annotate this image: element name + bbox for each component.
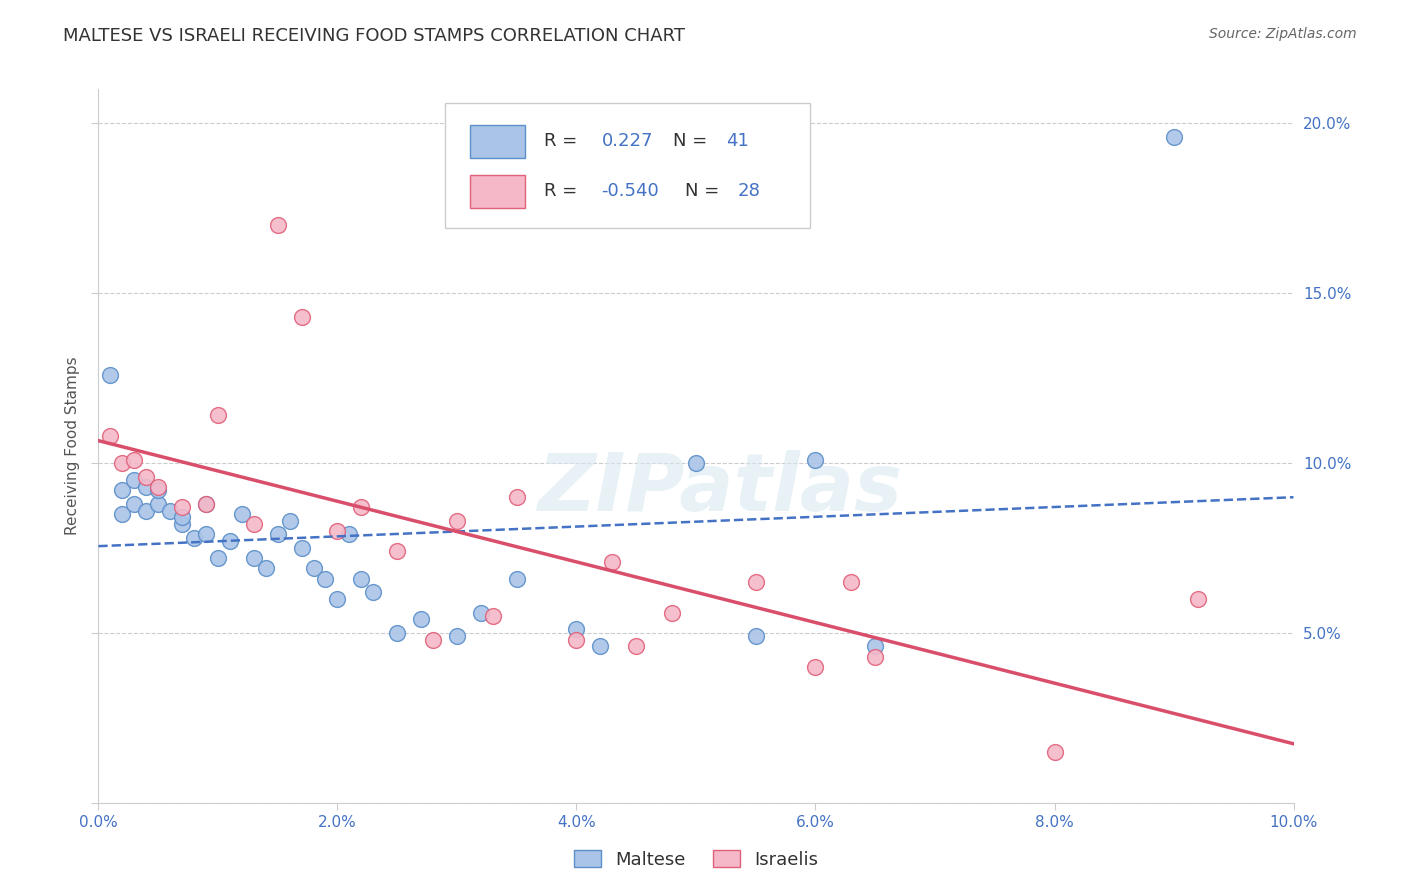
Point	[172, 500, 194, 515]
Point	[172, 510, 194, 524]
Point	[482, 608, 505, 623]
Point	[411, 612, 433, 626]
Point	[565, 623, 588, 637]
Point	[1043, 745, 1066, 759]
Point	[124, 497, 146, 511]
Point	[278, 514, 301, 528]
Point	[219, 534, 242, 549]
Point	[1187, 591, 1209, 606]
Point	[865, 640, 887, 654]
Point	[195, 497, 218, 511]
Point	[326, 524, 349, 538]
Text: Source: ZipAtlas.com: Source: ZipAtlas.com	[1209, 27, 1357, 41]
Point	[207, 551, 229, 566]
Point	[602, 555, 624, 569]
Point	[135, 480, 157, 494]
Point	[302, 561, 325, 575]
Point	[135, 503, 157, 517]
Point	[111, 507, 134, 521]
Point	[350, 572, 373, 586]
Text: 28: 28	[738, 182, 761, 200]
Point	[267, 527, 290, 541]
Point	[661, 606, 683, 620]
Point	[565, 632, 588, 647]
FancyBboxPatch shape	[470, 125, 524, 158]
Text: R =: R =	[544, 132, 583, 150]
Point	[254, 561, 277, 575]
FancyBboxPatch shape	[470, 175, 524, 208]
Point	[470, 606, 492, 620]
Point	[148, 483, 170, 498]
Text: R =: R =	[544, 182, 583, 200]
Point	[422, 632, 444, 647]
Point	[172, 517, 194, 532]
Point	[111, 483, 134, 498]
Point	[135, 469, 157, 483]
Point	[385, 544, 409, 558]
Text: 41: 41	[725, 132, 749, 150]
Point	[148, 480, 170, 494]
Point	[626, 640, 648, 654]
Point	[745, 629, 768, 643]
Point	[339, 527, 361, 541]
Point	[195, 497, 218, 511]
Point	[231, 507, 253, 521]
Point	[315, 572, 337, 586]
Text: -0.540: -0.540	[602, 182, 659, 200]
Point	[124, 452, 146, 467]
Text: 0.227: 0.227	[602, 132, 652, 150]
Point	[506, 490, 529, 504]
Text: N =: N =	[685, 182, 725, 200]
Point	[685, 456, 707, 470]
Point	[148, 497, 170, 511]
Point	[363, 585, 385, 599]
Point	[446, 629, 468, 643]
Point	[745, 574, 768, 589]
Point	[98, 368, 122, 382]
Point	[506, 572, 529, 586]
Legend: Maltese, Israelis: Maltese, Israelis	[567, 843, 825, 876]
Point	[326, 591, 349, 606]
Point	[159, 503, 181, 517]
Point	[243, 551, 266, 566]
Point	[98, 429, 122, 443]
Point	[183, 531, 205, 545]
Point	[446, 514, 468, 528]
Point	[841, 574, 863, 589]
Point	[804, 660, 827, 674]
Text: ZIPatlas: ZIPatlas	[537, 450, 903, 528]
Point	[804, 452, 827, 467]
Point	[350, 500, 373, 515]
Point	[385, 626, 409, 640]
Point	[865, 649, 887, 664]
Point	[243, 517, 266, 532]
Point	[124, 473, 146, 487]
Point	[1163, 129, 1185, 144]
Point	[267, 218, 290, 232]
Point	[589, 640, 612, 654]
Point	[207, 409, 229, 423]
Point	[291, 310, 314, 324]
Y-axis label: Receiving Food Stamps: Receiving Food Stamps	[65, 357, 80, 535]
FancyBboxPatch shape	[446, 103, 810, 228]
Point	[111, 456, 134, 470]
Point	[291, 541, 314, 555]
Text: N =: N =	[673, 132, 713, 150]
Point	[195, 527, 218, 541]
Text: MALTESE VS ISRAELI RECEIVING FOOD STAMPS CORRELATION CHART: MALTESE VS ISRAELI RECEIVING FOOD STAMPS…	[63, 27, 685, 45]
